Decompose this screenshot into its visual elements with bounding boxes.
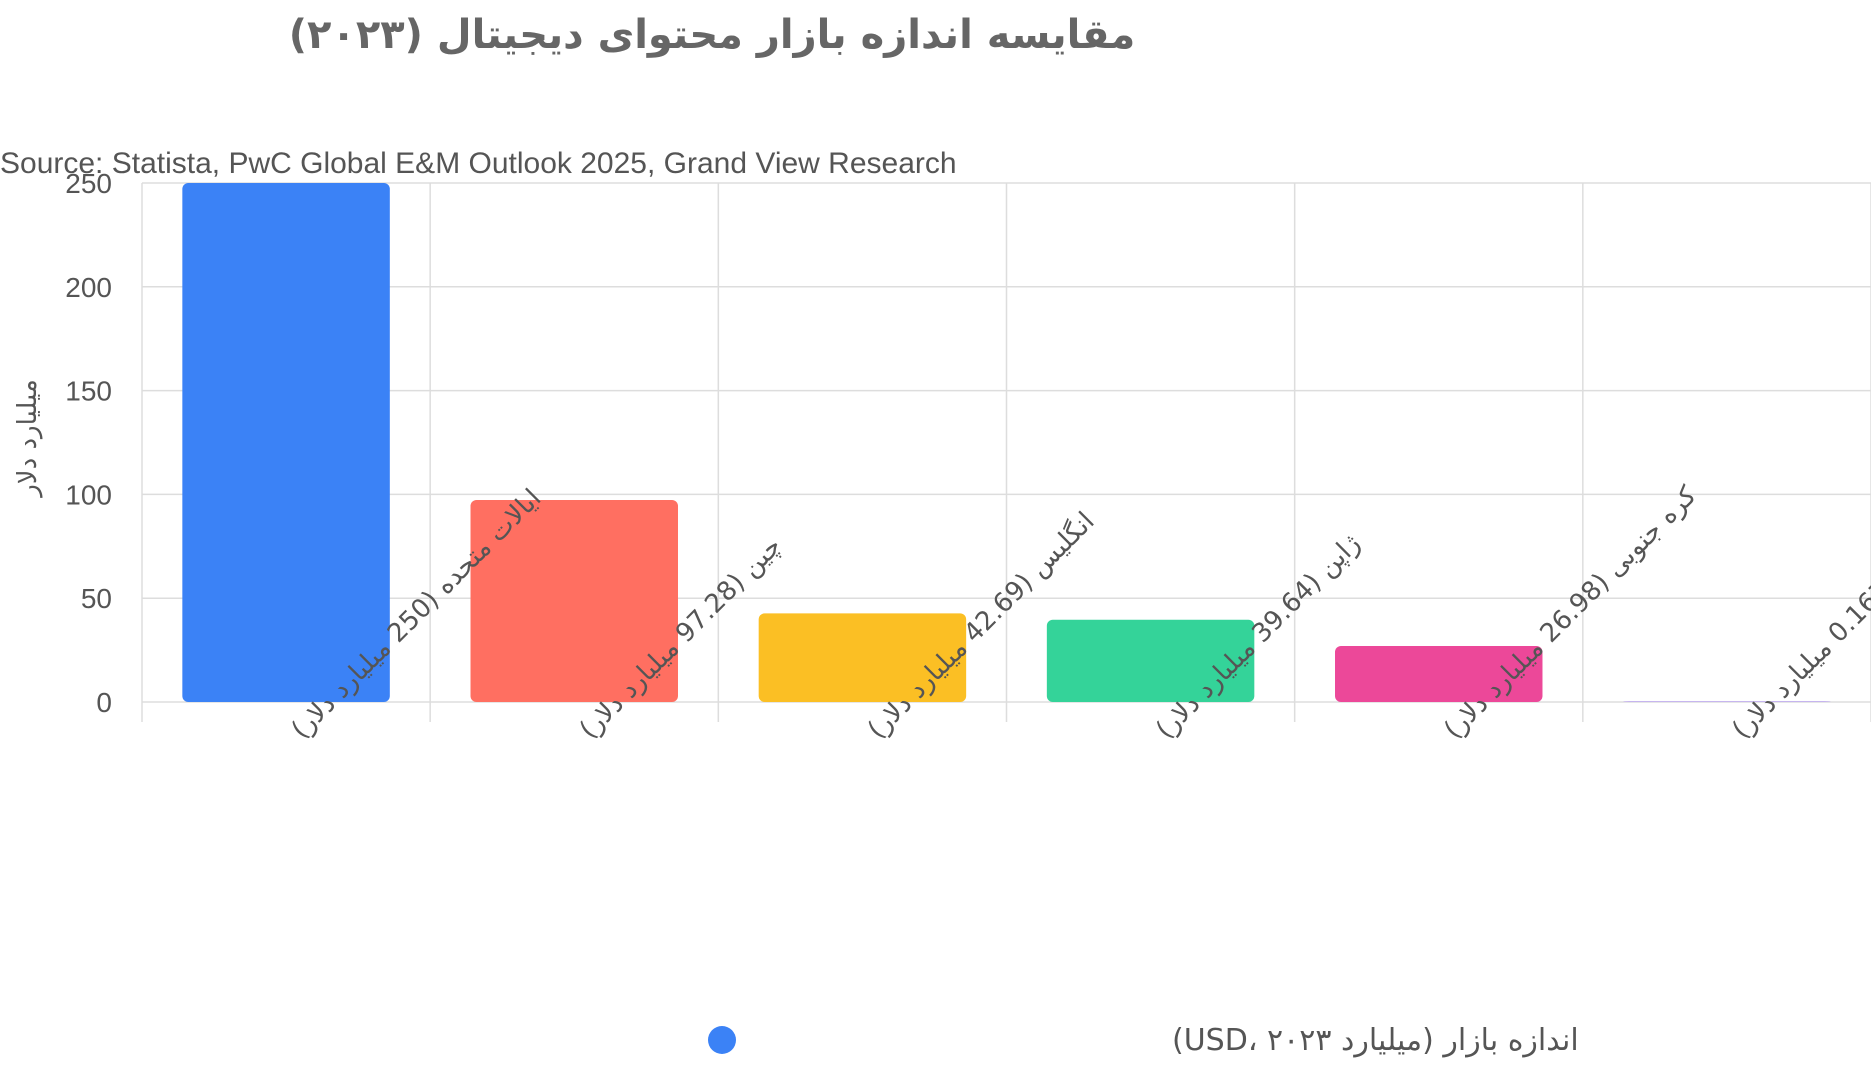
x-tick-label: ایران (0.167 میلیارد دلار) bbox=[1727, 523, 1871, 745]
bars bbox=[182, 183, 1831, 702]
chart-title: مقایسه اندازه بازار محتوای دیجیتال (۲۰۲۳… bbox=[289, 12, 1136, 58]
y-tick-label: 250 bbox=[65, 168, 112, 199]
x-tick-label: کره جنوبی (26.98 میلیارد دلار) bbox=[1438, 480, 1703, 745]
y-tick-label: 200 bbox=[65, 272, 112, 303]
legend-swatch bbox=[708, 1026, 736, 1054]
chart-subtitle: Source: Statista, PwC Global E&M Outlook… bbox=[0, 147, 957, 180]
y-tick-label: 100 bbox=[65, 479, 112, 510]
grid bbox=[141, 182, 1871, 722]
bar[interactable] bbox=[1046, 619, 1255, 702]
y-tick-label: 50 bbox=[81, 583, 112, 614]
legend[interactable]: اندازه بازار (میلیارد USD، ۲۰۲۳) bbox=[708, 1023, 1579, 1058]
bar[interactable] bbox=[182, 183, 390, 702]
bar[interactable] bbox=[758, 613, 967, 702]
y-axis-ticks: 0 50 100 150 200 250 bbox=[65, 168, 112, 718]
y-axis-label: میلیارد دلار bbox=[13, 379, 43, 499]
y-tick-label: 0 bbox=[96, 687, 112, 718]
bar[interactable] bbox=[1335, 645, 1543, 702]
bar[interactable] bbox=[470, 500, 678, 702]
y-tick-label: 150 bbox=[65, 376, 112, 407]
legend-label: اندازه بازار (میلیارد USD، ۲۰۲۳) bbox=[1172, 1023, 1579, 1058]
